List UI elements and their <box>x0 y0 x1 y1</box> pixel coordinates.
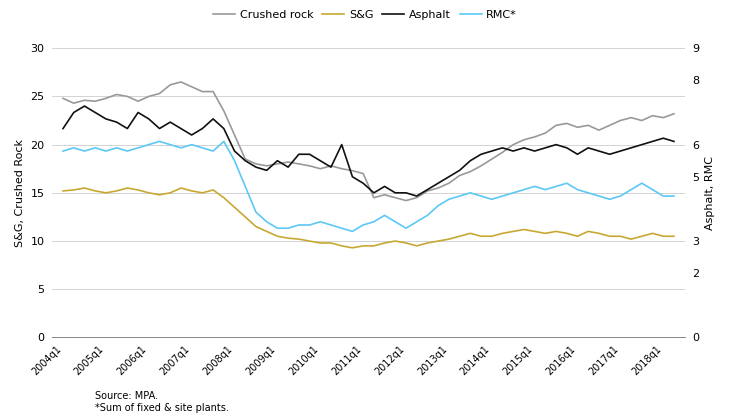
Line: Asphalt: Asphalt <box>63 106 674 196</box>
S&G <box>80 186 89 191</box>
S&G <box>209 188 218 193</box>
RMC* <box>209 148 218 153</box>
Crushed rock <box>594 128 603 133</box>
Line: S&G: S&G <box>63 188 674 248</box>
RMC* <box>220 139 228 144</box>
Asphalt <box>530 148 539 153</box>
RMC* <box>58 148 67 153</box>
Crushed rock <box>648 113 657 118</box>
RMC* <box>669 193 678 198</box>
Crushed rock <box>488 157 496 162</box>
Asphalt <box>594 148 603 153</box>
Y-axis label: Asphalt, RMC: Asphalt, RMC <box>705 156 715 230</box>
RMC* <box>648 187 657 192</box>
Line: Crushed rock: Crushed rock <box>63 82 674 201</box>
Crushed rock <box>58 96 67 101</box>
Crushed rock <box>209 89 218 94</box>
Asphalt <box>220 126 228 131</box>
Text: Source: MPA.
*Sum of fixed & site plants.: Source: MPA. *Sum of fixed & site plants… <box>95 391 228 413</box>
Legend: Crushed rock, S&G, Asphalt, RMC*: Crushed rock, S&G, Asphalt, RMC* <box>209 5 521 25</box>
Crushed rock <box>220 108 228 113</box>
S&G <box>348 245 357 250</box>
S&G <box>594 231 603 236</box>
Crushed rock <box>402 198 410 203</box>
Asphalt <box>209 116 218 121</box>
RMC* <box>594 193 603 198</box>
RMC* <box>155 139 164 144</box>
Asphalt <box>80 103 89 108</box>
Y-axis label: S&G, Crushed Rock: S&G, Crushed Rock <box>15 139 25 247</box>
Line: RMC*: RMC* <box>63 141 674 231</box>
RMC* <box>488 197 496 202</box>
S&G <box>530 229 539 234</box>
Asphalt <box>669 139 678 144</box>
Crushed rock <box>177 80 185 85</box>
S&G <box>58 188 67 193</box>
S&G <box>669 234 678 239</box>
RMC* <box>348 229 357 234</box>
Asphalt <box>58 126 67 131</box>
Crushed rock <box>530 134 539 139</box>
Crushed rock <box>669 111 678 116</box>
S&G <box>648 231 657 236</box>
Asphalt <box>412 193 421 198</box>
S&G <box>488 234 496 239</box>
RMC* <box>530 184 539 189</box>
Asphalt <box>488 148 496 153</box>
S&G <box>220 195 228 200</box>
Asphalt <box>648 139 657 144</box>
